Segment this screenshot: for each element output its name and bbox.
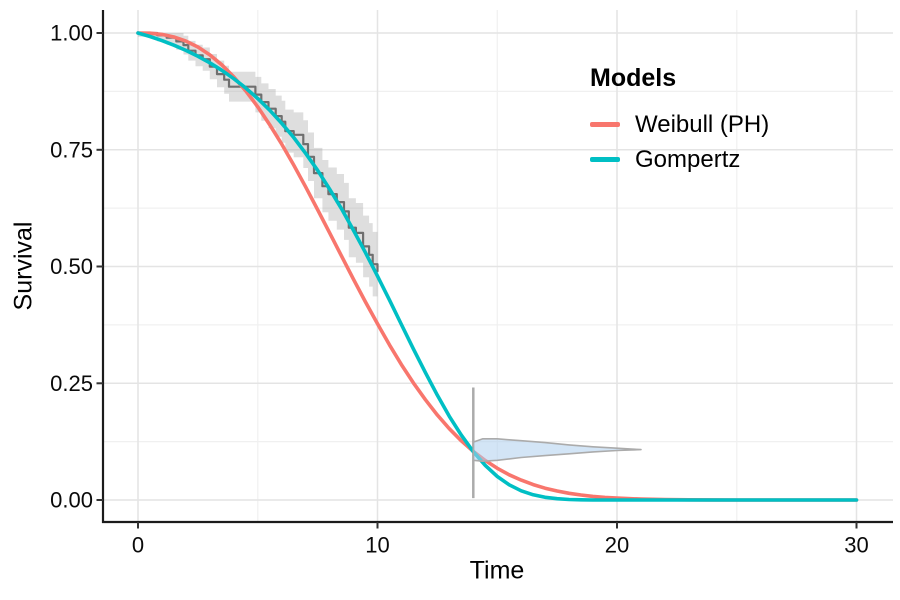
y-tick-label: 0.25 bbox=[50, 371, 93, 396]
y-axis-title: Survival bbox=[9, 221, 38, 311]
y-tick-label: 1.00 bbox=[50, 21, 93, 46]
x-tick-label: 10 bbox=[365, 533, 389, 558]
x-tick-label: 20 bbox=[605, 533, 629, 558]
x-axis-title: Time bbox=[469, 556, 525, 585]
x-tick-label: 30 bbox=[844, 533, 868, 558]
y-tick-label: 0.00 bbox=[50, 488, 93, 513]
legend-item-gompertz: Gompertz bbox=[590, 142, 769, 177]
legend-label-weibull: Weibull (PH) bbox=[635, 110, 770, 138]
legend-key-weibull bbox=[590, 122, 620, 127]
legend-title: Models bbox=[590, 64, 677, 92]
gompertz-curve bbox=[136, 31, 859, 502]
km-confidence-band bbox=[138, 33, 378, 304]
x-tick-label: 0 bbox=[132, 533, 144, 558]
y-tick-label: 0.75 bbox=[50, 138, 93, 163]
legend-item-weibull: Weibull (PH) bbox=[590, 107, 769, 142]
legend: Models Weibull (PH) Gompertz bbox=[590, 64, 769, 177]
blend-density-violin bbox=[472, 438, 642, 462]
legend-label-gompertz: Gompertz bbox=[635, 145, 741, 173]
y-tick-label: 0.50 bbox=[50, 254, 93, 279]
legend-key-gompertz bbox=[590, 157, 620, 162]
